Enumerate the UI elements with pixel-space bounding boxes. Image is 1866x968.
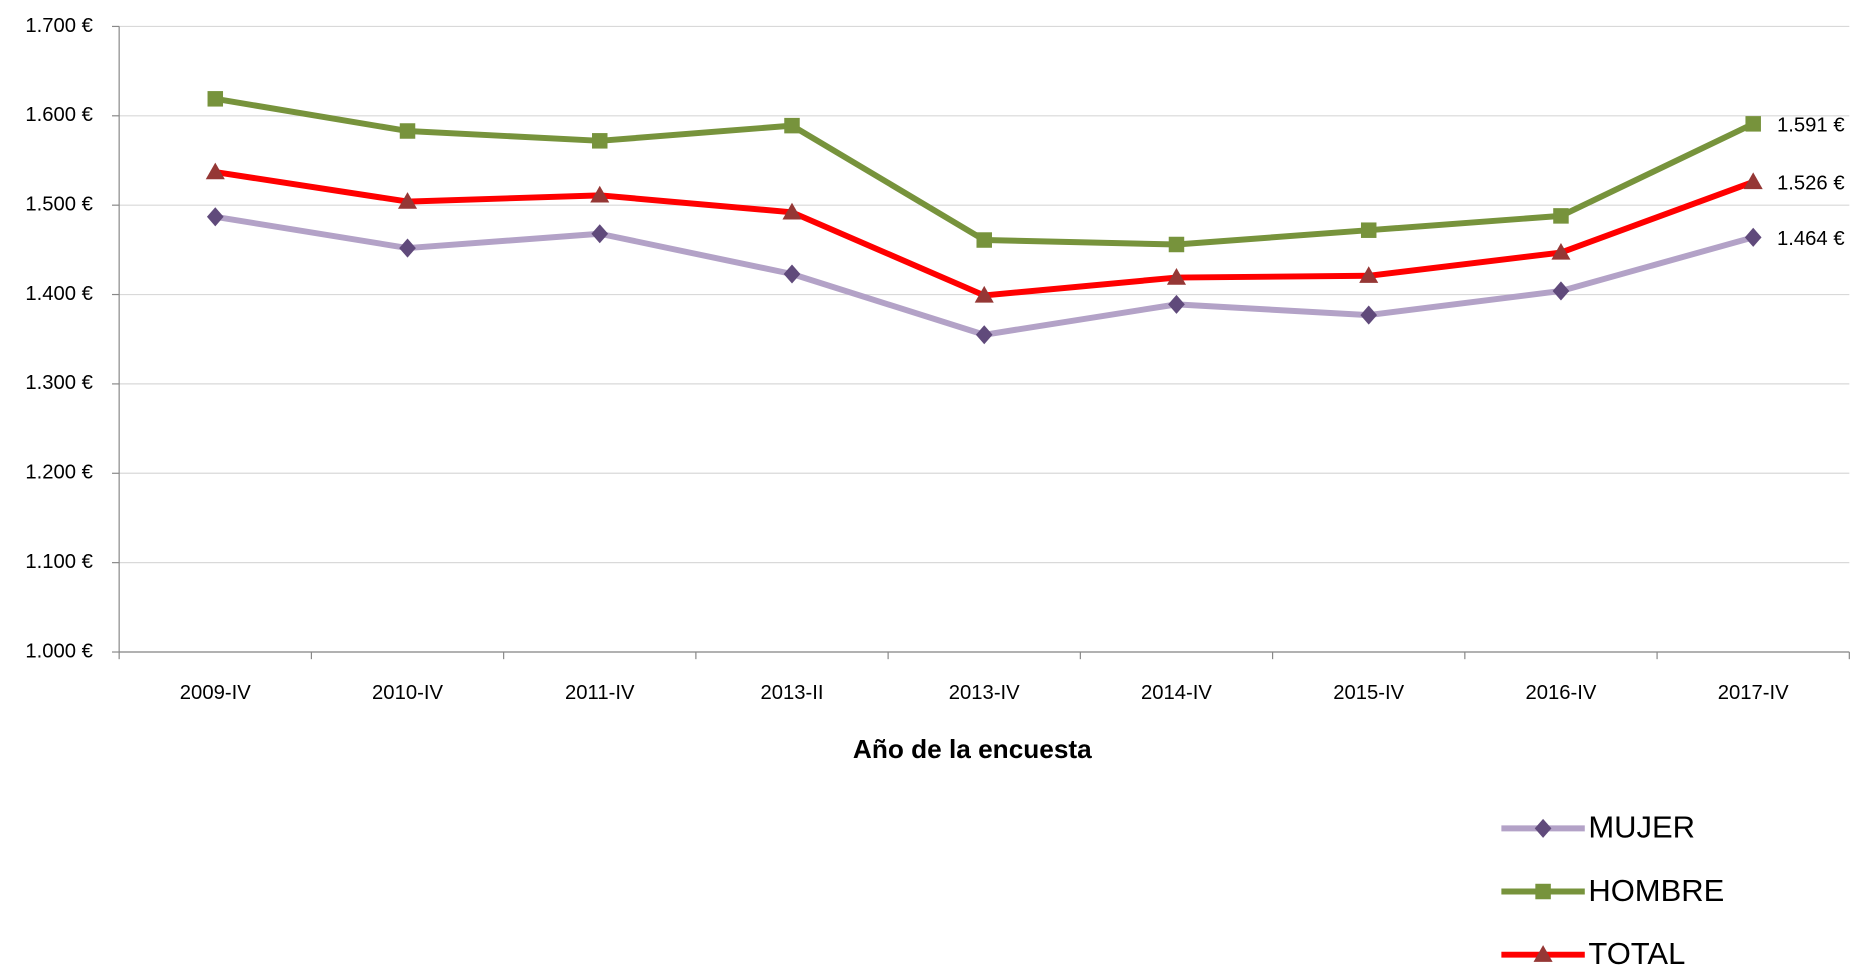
x-tick-label: 2014-IV	[1141, 682, 1212, 704]
legend-marker	[1534, 818, 1552, 838]
x-tick-label: 2016-IV	[1525, 682, 1596, 704]
x-tick-label: 2015-IV	[1333, 682, 1404, 704]
legend-marker	[1533, 945, 1553, 962]
data-point	[1360, 305, 1378, 325]
data-point	[1745, 116, 1761, 132]
data-point	[974, 285, 994, 303]
data-point	[207, 91, 224, 107]
series-line	[214, 95, 1755, 248]
y-tick-label: 1.200 €	[25, 462, 93, 484]
legend-marker	[1535, 883, 1551, 900]
data-point	[399, 238, 416, 258]
data-point	[784, 117, 800, 134]
y-tick-label: 1.700 €	[25, 15, 93, 37]
legend-label: MUJER	[1588, 810, 1695, 845]
data-point	[1359, 266, 1379, 283]
y-tick-label: 1.100 €	[25, 551, 93, 573]
data-point	[399, 123, 416, 139]
data-point	[976, 232, 992, 248]
data-point	[591, 224, 609, 244]
y-tick-label: 1.000 €	[25, 640, 93, 662]
data-point	[1168, 294, 1185, 314]
data-point	[205, 162, 225, 180]
x-tick-label: 2017-IV	[1718, 682, 1789, 704]
y-tick-label: 1.600 €	[25, 104, 93, 126]
y-tick-label: 1.500 €	[25, 194, 93, 216]
data-point	[1552, 281, 1570, 301]
x-tick-label: 2013-IV	[949, 682, 1020, 704]
data-point	[782, 202, 802, 220]
data-point	[592, 133, 608, 149]
x-tick-label: 2011-IV	[565, 682, 635, 704]
data-point	[1551, 243, 1571, 260]
data-point	[1553, 208, 1569, 224]
data-point	[1360, 222, 1377, 238]
x-tick-label: 2010-IV	[372, 682, 443, 704]
data-point	[590, 185, 610, 203]
y-tick-label: 1.400 €	[25, 283, 93, 305]
y-tick-label: 1.300 €	[25, 372, 93, 394]
data-label: 1.526 €	[1777, 173, 1845, 195]
data-point	[206, 207, 224, 227]
data-point	[1168, 236, 1185, 253]
x-axis-title: Año de la encuesta	[853, 734, 1092, 764]
data-point	[1743, 172, 1763, 190]
legend-label: HOMBRE	[1588, 873, 1724, 908]
legend-label: TOTAL	[1588, 936, 1685, 968]
x-tick-label: 2009-IV	[180, 682, 251, 704]
x-tick-label: 2013-II	[760, 682, 823, 704]
data-point	[1744, 227, 1762, 247]
data-point	[397, 192, 418, 209]
data-label: 1.464 €	[1777, 228, 1845, 250]
data-label: 1.591 €	[1777, 115, 1845, 137]
data-point	[1166, 268, 1187, 285]
data-point	[783, 264, 801, 284]
data-point	[975, 325, 993, 345]
